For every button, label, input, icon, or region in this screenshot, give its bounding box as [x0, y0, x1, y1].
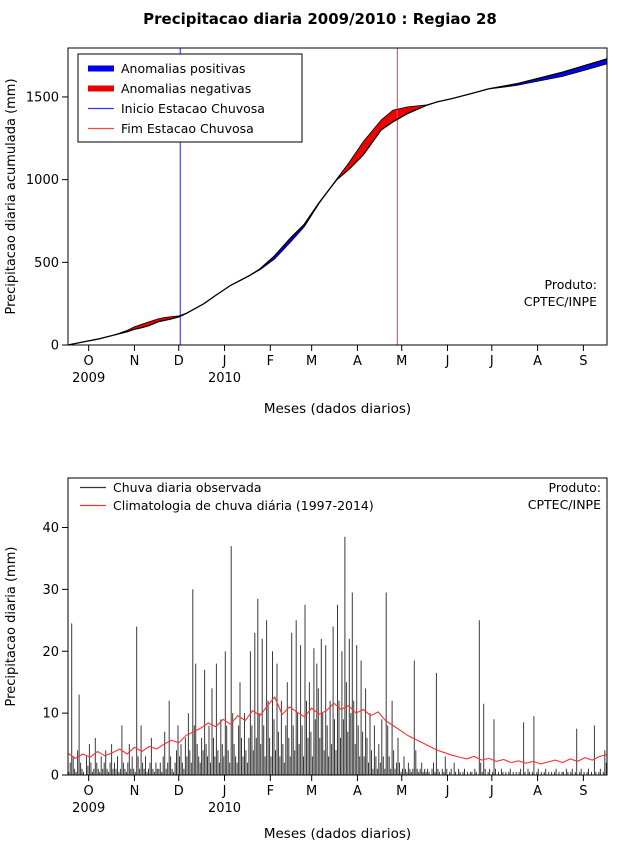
month-tick-label: D	[174, 354, 184, 369]
month-tick-label: M	[306, 354, 317, 369]
x-axis-label: Meses (dados diarios)	[264, 401, 411, 417]
legend-label: Inicio Estacao Chuvosa	[121, 101, 265, 116]
month-tick-label: J	[489, 784, 494, 799]
month-tick-label: A	[533, 354, 542, 369]
y-tick-label: 500	[34, 256, 59, 271]
year-label: 2010	[208, 801, 241, 816]
year-label: 2010	[208, 371, 241, 386]
svg-text:Produto:: Produto:	[545, 277, 597, 292]
month-tick-label: F	[267, 784, 274, 799]
legend-label: Chuva diaria observada	[113, 480, 262, 495]
legend: Anomalias positivas Anomalias negativas In…	[77, 53, 303, 143]
y-tick-label: 20	[42, 645, 59, 660]
month-tick-label: N	[130, 354, 140, 369]
month-tick-label: M	[396, 354, 407, 369]
y-tick-label: 10	[42, 707, 59, 722]
year-label: 2009	[72, 801, 105, 816]
month-tick-label: J	[222, 784, 227, 799]
negative-anomaly-area	[327, 93, 472, 192]
positive-anomaly-area	[249, 191, 328, 276]
legend-label: Fim Estacao Chuvosa	[121, 121, 254, 136]
climatology-daily-line	[67, 695, 608, 765]
y-tick-label: 1500	[26, 90, 59, 105]
cumulative-curves	[67, 58, 608, 346]
negative-anomaly-area	[68, 275, 250, 345]
y-tick-label: 0	[51, 769, 59, 784]
year-label: 2009	[72, 371, 105, 386]
month-tick-label: A	[353, 784, 362, 799]
month-tick-label: S	[579, 354, 587, 369]
month-tick-label: A	[533, 784, 542, 799]
month-tick-label: J	[445, 784, 450, 799]
legend-label: Climatologia de chuva diária (1997-2014)	[113, 498, 374, 513]
month-tick-label: D	[174, 784, 184, 799]
chart-title: Precipitacao diaria 2009/2010 : Regiao 2…	[143, 10, 497, 28]
y-tick-label: 1000	[26, 173, 59, 188]
month-tick-label: J	[489, 354, 494, 369]
month-tick-label: J	[445, 354, 450, 369]
month-tick-label: J	[222, 354, 227, 369]
daily-rain-bars	[68, 536, 607, 775]
svg-text:CPTEC/INPE: CPTEC/INPE	[528, 497, 601, 512]
legend: Chuva diaria observada Climatologia de ch…	[80, 480, 374, 513]
month-tick-label: O	[84, 354, 94, 369]
month-tick-label: A	[353, 354, 362, 369]
cumulative-precipitation-chart: 0 500 1000 1500 O N D J F M A M J J A S 2009 2010 Meses (d…	[4, 47, 608, 417]
daily-precipitation-chart: 0 10 20 30 40 O N D J F M A M J J A S 2009 2010 Meses (dado…	[4, 477, 608, 842]
observed-cumulative-line	[67, 58, 608, 346]
month-tick-label: S	[579, 784, 587, 799]
y-tick-label: 0	[51, 339, 59, 354]
product-annotation: Produto: CPTEC/INPE	[528, 480, 601, 512]
y-tick-label: 40	[42, 521, 59, 536]
product-annotation: Produto: CPTEC/INPE	[524, 277, 597, 309]
svg-text:CPTEC/INPE: CPTEC/INPE	[524, 294, 597, 309]
legend-label: Anomalias negativas	[121, 81, 251, 96]
x-axis-label: Meses (dados diarios)	[264, 826, 411, 842]
y-tick-label: 30	[42, 583, 59, 598]
month-tick-label: O	[84, 784, 94, 799]
month-tick-label: N	[130, 784, 140, 799]
y-axis-label: Precipitacao diaria acumulada (mm)	[4, 78, 19, 314]
axes: 0 500 1000 1500 O N D J F M A M J J A S 2009 2010 Meses (d…	[4, 47, 608, 417]
month-tick-label: M	[306, 784, 317, 799]
legend-label: Anomalias positivas	[121, 61, 246, 76]
month-tick-label: M	[396, 784, 407, 799]
svg-text:Produto:: Produto:	[549, 480, 601, 495]
anomaly-fills	[68, 58, 607, 345]
axes: 0 10 20 30 40 O N D J F M A M J J A S 2009 2010 Meses (dado…	[4, 477, 608, 842]
month-tick-label: F	[267, 354, 274, 369]
y-axis-label: Precipitacao diaria (mm)	[4, 547, 19, 707]
climatology-line-group	[67, 695, 608, 765]
